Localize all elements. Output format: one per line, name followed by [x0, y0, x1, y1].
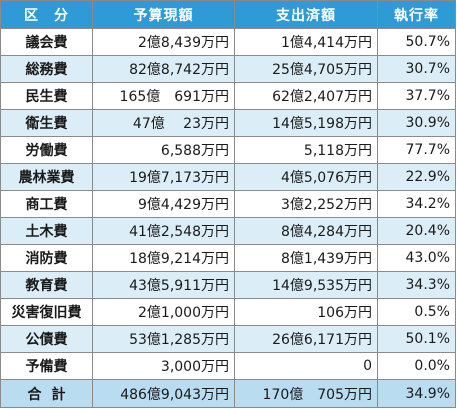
row-spent: 5,118万円: [234, 136, 378, 164]
row-spent: 14億9,535万円: [234, 271, 378, 299]
row-spent: 14億5,198万円: [234, 109, 378, 137]
row-budget: 165億 691万円: [92, 82, 235, 110]
row-category: 議会費: [0, 28, 93, 56]
row-budget: 2億8,439万円: [92, 28, 235, 56]
total-row: 合計 486億9,043万円 170億 705万円 34.9%: [0, 379, 456, 408]
header-budget: 予算現額: [92, 0, 235, 29]
row-budget: 6,588万円: [92, 136, 235, 164]
row-spent: 4億5,076万円: [234, 163, 378, 191]
header-category: 区 分: [0, 0, 93, 29]
row-category: 消防費: [0, 244, 93, 272]
table-row: 衛生費 47億 23万円 14億5,198万円 30.9%: [0, 109, 456, 137]
table-row: 総務費 82億8,742万円 25億4,705万円 30.7%: [0, 55, 456, 83]
table-row: 予備費 3,000万円 0 0.0%: [0, 352, 456, 380]
total-budget: 486億9,043万円: [92, 379, 235, 408]
row-budget: 41億2,548万円: [92, 217, 235, 245]
table-row: 議会費 2億8,439万円 1億4,414万円 50.7%: [0, 28, 456, 56]
row-category: 災害復旧費: [0, 298, 93, 326]
row-spent: 106万円: [234, 298, 378, 326]
table-row: 農林業費 19億7,173万円 4億5,076万円 22.9%: [0, 163, 456, 191]
row-rate: 37.7%: [377, 82, 456, 110]
row-rate: 50.7%: [377, 28, 456, 56]
row-budget: 43億5,911万円: [92, 271, 235, 299]
table-row: 公債費 53億1,285万円 26億6,171万円 50.1%: [0, 325, 456, 353]
table-row: 労働費 6,588万円 5,118万円 77.7%: [0, 136, 456, 164]
row-spent: 25億4,705万円: [234, 55, 378, 83]
row-spent: 8億1,439万円: [234, 244, 378, 272]
row-spent: 0: [234, 352, 378, 380]
row-category: 商工費: [0, 190, 93, 218]
table-row: 民生費 165億 691万円 62億2,407万円 37.7%: [0, 82, 456, 110]
table-row: 消防費 18億9,214万円 8億1,439万円 43.0%: [0, 244, 456, 272]
row-category: 民生費: [0, 82, 93, 110]
row-category: 土木費: [0, 217, 93, 245]
row-category: 総務費: [0, 55, 93, 83]
row-budget: 3,000万円: [92, 352, 235, 380]
row-budget: 9億4,429万円: [92, 190, 235, 218]
table-row: 商工費 9億4,429万円 3億2,252万円 34.2%: [0, 190, 456, 218]
table-row: 教育費 43億5,911万円 14億9,535万円 34.3%: [0, 271, 456, 299]
header-row: 区 分 予算現額 支出済額 執行率: [0, 0, 456, 29]
row-rate: 34.2%: [377, 190, 456, 218]
row-rate: 50.1%: [377, 325, 456, 353]
row-budget: 2億1,000万円: [92, 298, 235, 326]
row-rate: 30.7%: [377, 55, 456, 83]
total-spent: 170億 705万円: [234, 379, 378, 408]
row-rate: 34.3%: [377, 271, 456, 299]
row-budget: 53億1,285万円: [92, 325, 235, 353]
row-budget: 47億 23万円: [92, 109, 235, 137]
row-rate: 20.4%: [377, 217, 456, 245]
row-spent: 8億4,284万円: [234, 217, 378, 245]
header-rate: 執行率: [377, 0, 456, 29]
row-category: 農林業費: [0, 163, 93, 191]
row-rate: 77.7%: [377, 136, 456, 164]
row-category: 教育費: [0, 271, 93, 299]
table-row: 災害復旧費 2億1,000万円 106万円 0.5%: [0, 298, 456, 326]
total-label: 合計: [0, 379, 93, 408]
row-category: 労働費: [0, 136, 93, 164]
row-budget: 18億9,214万円: [92, 244, 235, 272]
row-spent: 1億4,414万円: [234, 28, 378, 56]
row-rate: 0.0%: [377, 352, 456, 380]
row-rate: 22.9%: [377, 163, 456, 191]
row-spent: 3億2,252万円: [234, 190, 378, 218]
row-category: 公債費: [0, 325, 93, 353]
row-spent: 62億2,407万円: [234, 82, 378, 110]
row-rate: 0.5%: [377, 298, 456, 326]
row-category: 衛生費: [0, 109, 93, 137]
row-rate: 43.0%: [377, 244, 456, 272]
row-budget: 82億8,742万円: [92, 55, 235, 83]
header-spent: 支出済額: [234, 0, 378, 29]
table-row: 土木費 41億2,548万円 8億4,284万円 20.4%: [0, 217, 456, 245]
row-rate: 30.9%: [377, 109, 456, 137]
total-rate: 34.9%: [377, 379, 456, 408]
row-budget: 19億7,173万円: [92, 163, 235, 191]
row-spent: 26億6,171万円: [234, 325, 378, 353]
row-category: 予備費: [0, 352, 93, 380]
